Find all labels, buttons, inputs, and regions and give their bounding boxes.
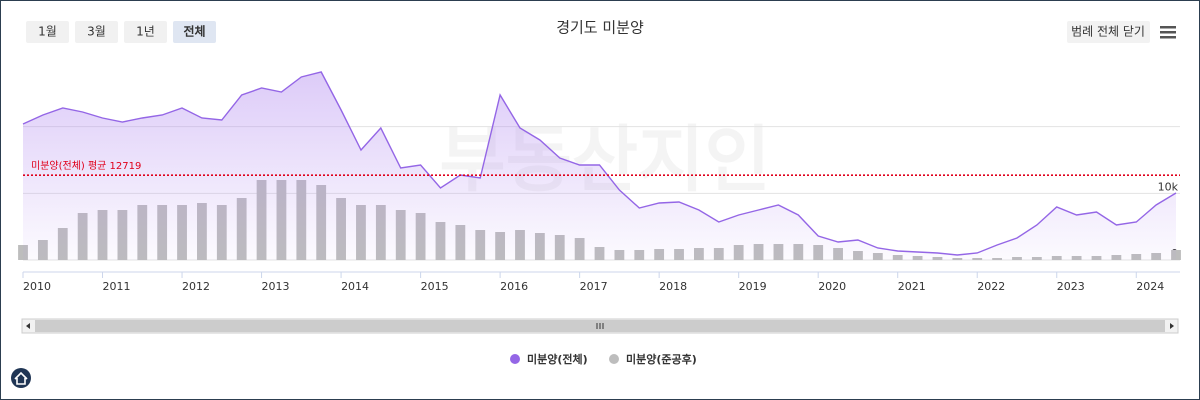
range-button-label[interactable]: 1년 — [136, 25, 155, 39]
home-glyph[interactable] — [14, 371, 28, 385]
home-icon[interactable] — [11, 368, 31, 388]
legend: 미분양(전체) 미분양(준공후) — [510, 352, 697, 366]
x-tick-label: 2011 — [103, 280, 131, 293]
scroll-left-arrow[interactable] — [26, 323, 30, 329]
home-circle[interactable] — [11, 368, 31, 388]
x-tick-label: 2018 — [659, 280, 687, 293]
legend-toggle-label[interactable]: 범례 전체 닫기 — [1071, 25, 1145, 39]
line — [22, 71, 1177, 256]
chart-title: 경기도 미분양 — [556, 19, 644, 37]
y-tick-label: 10k — [1158, 180, 1179, 193]
x-tick-label: 2012 — [182, 280, 210, 293]
range-buttons: 1월 3월 1년 전체 — [26, 21, 216, 43]
x-tick-label: 2022 — [977, 280, 1005, 293]
x-tick-label: 2010 — [23, 280, 51, 293]
range-button[interactable] — [26, 21, 69, 43]
x-tick-label: 2020 — [818, 280, 846, 293]
legend-label[interactable]: 미분양(준공후) — [626, 352, 697, 366]
range-button-label[interactable]: 3월 — [87, 25, 106, 39]
bar — [1171, 250, 1181, 260]
x-tick-label: 2024 — [1136, 280, 1164, 293]
legend-toggle-button[interactable] — [1067, 21, 1150, 43]
x-tick-label: 2019 — [739, 280, 767, 293]
range-button[interactable] — [75, 21, 118, 43]
range-button[interactable] — [124, 21, 167, 43]
menu-bar[interactable] — [1160, 26, 1176, 29]
scroll-grip[interactable] — [596, 323, 604, 329]
menu-bar[interactable] — [1160, 31, 1176, 34]
legend-marker[interactable] — [609, 354, 619, 364]
legend-marker[interactable] — [510, 354, 520, 364]
x-tick-label: 2017 — [580, 280, 608, 293]
average-label: 미분양(전체) 평균 12719 — [31, 160, 141, 172]
x-tick-label: 2016 — [500, 280, 528, 293]
x-tick-label: 2023 — [1057, 280, 1085, 293]
x-tick-label: 2013 — [262, 280, 290, 293]
range-button-label[interactable]: 전체 — [183, 24, 205, 39]
plot-area: 010k미분양(전체) 평균 1271920102011201220132014… — [18, 71, 1181, 293]
range-button-label[interactable]: 1월 — [38, 25, 57, 39]
scroll-right-arrow[interactable] — [1170, 323, 1174, 329]
range-button[interactable] — [173, 21, 216, 43]
scrollbar[interactable] — [21, 318, 1179, 334]
x-tick-label: 2021 — [898, 280, 926, 293]
menu-bar[interactable] — [1160, 36, 1176, 39]
x-tick-label: 2014 — [341, 280, 369, 293]
legend-label[interactable]: 미분양(전체) — [527, 352, 588, 366]
x-tick-label: 2015 — [421, 280, 449, 293]
menu-icon[interactable] — [1160, 26, 1176, 39]
